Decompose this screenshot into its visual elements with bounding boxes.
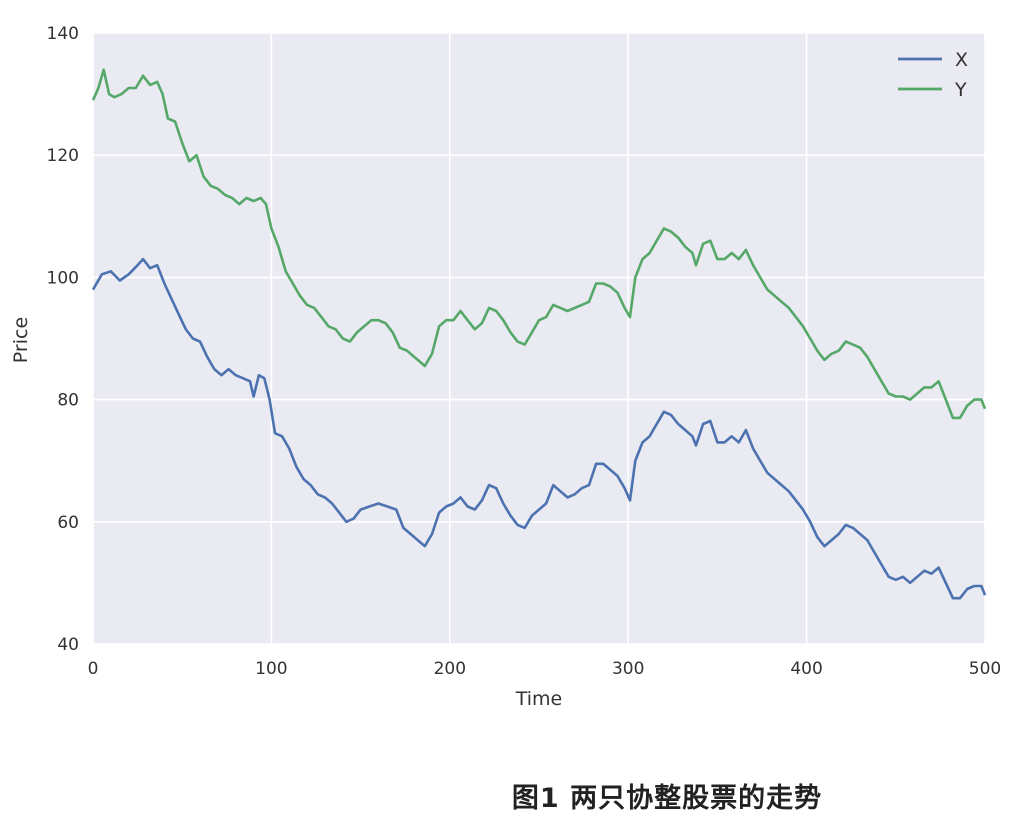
legend-label-y: Y [954, 79, 967, 101]
y-tick-label: 120 [47, 146, 79, 166]
line-chart: 40 60 80 100 120 140 0 100 200 300 400 500 Time Pr… [10, 24, 1002, 710]
y-tick-label: 80 [57, 391, 79, 411]
plot-area [93, 33, 985, 644]
y-tick-label: 60 [57, 513, 79, 533]
y-axis-label: Price [10, 317, 32, 363]
x-tick-label: 200 [434, 659, 466, 679]
x-tick-label: 100 [255, 659, 287, 679]
x-tick-label: 300 [612, 659, 644, 679]
y-tick-label: 40 [57, 635, 79, 655]
series-line-x [91, 257, 987, 600]
y-tick-label: 140 [47, 24, 79, 44]
y-tick-label: 100 [47, 268, 79, 288]
legend: XY [898, 49, 968, 101]
series-layer [91, 68, 987, 600]
grid-lines [92, 32, 986, 645]
x-axis-ticks: 0 100 200 300 400 500 [88, 659, 1002, 679]
figure-caption: 图1 两只协整股票的走势 [511, 783, 823, 814]
y-axis-ticks: 40 60 80 100 120 140 [47, 24, 79, 655]
x-tick-label: 400 [790, 659, 822, 679]
x-tick-label: 500 [969, 659, 1001, 679]
legend-label-x: X [955, 49, 968, 71]
x-tick-label: 0 [88, 659, 99, 679]
x-axis-label: Time [515, 688, 563, 710]
series-line-y [91, 68, 987, 420]
